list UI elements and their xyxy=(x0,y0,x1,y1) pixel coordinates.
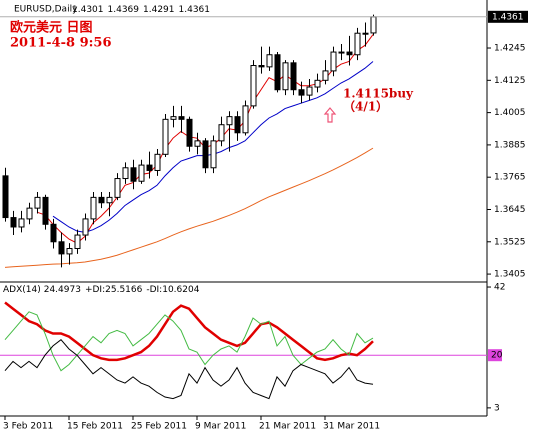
candle-body xyxy=(138,164,145,182)
indicator-line xyxy=(4,301,374,362)
candle-body xyxy=(170,116,177,120)
y-tick-label: 1.4005 xyxy=(494,108,526,118)
candle-body xyxy=(290,62,297,91)
candle-body xyxy=(10,217,17,228)
candle-body xyxy=(234,116,241,134)
candle-body xyxy=(354,32,361,56)
candle-body xyxy=(266,54,273,68)
x-tick-label: 25 Feb 2011 xyxy=(131,422,187,432)
candle-body xyxy=(258,65,265,68)
x-tick-label: 9 Mar 2011 xyxy=(195,422,246,432)
candle-body xyxy=(154,153,161,171)
candle-body xyxy=(338,51,345,54)
candle-body xyxy=(306,86,313,96)
x-tick-label: 31 Mar 2011 xyxy=(323,422,380,432)
y-tick-label: 1.3645 xyxy=(494,205,526,215)
candle-body xyxy=(122,167,129,180)
indicator-name: +DI: xyxy=(85,285,105,295)
indicator-value: 25.5166 xyxy=(105,285,142,295)
level-label: 20 xyxy=(491,351,503,361)
y-tick-label: 1.3765 xyxy=(494,173,526,183)
y-tick-label: 42 xyxy=(494,283,505,293)
candle-body xyxy=(346,51,353,56)
y-tick-label: 1.3405 xyxy=(494,270,526,280)
y-tick-label: 1.4245 xyxy=(494,44,526,54)
candle-body xyxy=(178,116,185,120)
candle-body xyxy=(242,105,249,134)
candle-body xyxy=(314,79,321,88)
candle-body xyxy=(114,178,121,198)
candle-body xyxy=(42,196,49,225)
y-tick-label: 1.3525 xyxy=(494,237,526,247)
candle-body xyxy=(210,140,217,169)
ohlc-value: 1.4291 xyxy=(143,5,175,15)
candle-body xyxy=(82,218,89,236)
annotation: 欧元美元 日图 xyxy=(10,20,93,36)
candle-body xyxy=(226,116,233,126)
candle-body xyxy=(130,167,137,182)
candle-body xyxy=(322,70,329,81)
y-tick-label: 1.4125 xyxy=(494,76,526,86)
x-tick-label: 21 Mar 2011 xyxy=(259,422,316,432)
indicator-line xyxy=(4,311,374,372)
level-marker xyxy=(488,349,502,362)
candle-body xyxy=(186,118,193,147)
annotation: （4/1） xyxy=(343,99,388,114)
y-tick-label: 1.3885 xyxy=(494,140,526,150)
price-marker-label: 1.4361 xyxy=(492,12,524,22)
candle-body xyxy=(298,89,305,96)
candle-body xyxy=(162,118,169,155)
candle-body xyxy=(194,140,201,147)
candle-body xyxy=(90,196,97,220)
candle-body xyxy=(2,175,9,219)
candle-body xyxy=(370,16,377,34)
ohlc-value: 1.4301 xyxy=(72,5,104,15)
candle-body xyxy=(250,65,257,107)
candle-body xyxy=(26,207,33,220)
candle-body xyxy=(106,196,113,204)
candle-body xyxy=(66,248,73,255)
price-marker xyxy=(488,10,528,23)
candle-body xyxy=(50,223,57,243)
candle-body xyxy=(58,241,65,255)
moving-average xyxy=(4,147,374,268)
indicator-name: -DI: xyxy=(146,285,162,295)
candle-body xyxy=(274,54,281,91)
y-tick-label: 3 xyxy=(494,403,500,413)
candle-body xyxy=(202,140,209,169)
indicator-value: 10.6204 xyxy=(162,285,199,295)
ohlc-value: 1.4361 xyxy=(179,5,211,15)
symbol-header: EURUSD,Daily xyxy=(14,5,78,15)
candle-body xyxy=(34,196,41,209)
annotation: 1.4115buy xyxy=(343,87,414,101)
annotation: 2011-4-8 9:56 xyxy=(10,36,112,51)
indicator-value: 24.4973 xyxy=(44,285,81,295)
candle-body xyxy=(98,196,105,204)
candle-body xyxy=(282,62,289,91)
ohlc-value: 1.4369 xyxy=(108,5,140,15)
indicator-name: ADX(14) xyxy=(3,285,41,295)
ohlc-header: 1.4301 1.4369 1.4291 1.4361 xyxy=(72,5,210,15)
candle-body xyxy=(330,51,337,72)
x-tick-label: 15 Feb 2011 xyxy=(67,422,123,432)
candle-body xyxy=(18,218,25,228)
indicator-line xyxy=(4,339,374,400)
candle-body xyxy=(218,124,225,142)
x-tick-label: 3 Feb 2011 xyxy=(3,422,53,432)
candle-body xyxy=(146,164,153,171)
arrow-icon xyxy=(323,107,337,123)
candle-body xyxy=(74,234,81,250)
candle-body xyxy=(362,32,369,35)
indicator-header: ADX(14) 24.4973 +DI:25.5166 -DI:10.6204 xyxy=(3,285,200,295)
